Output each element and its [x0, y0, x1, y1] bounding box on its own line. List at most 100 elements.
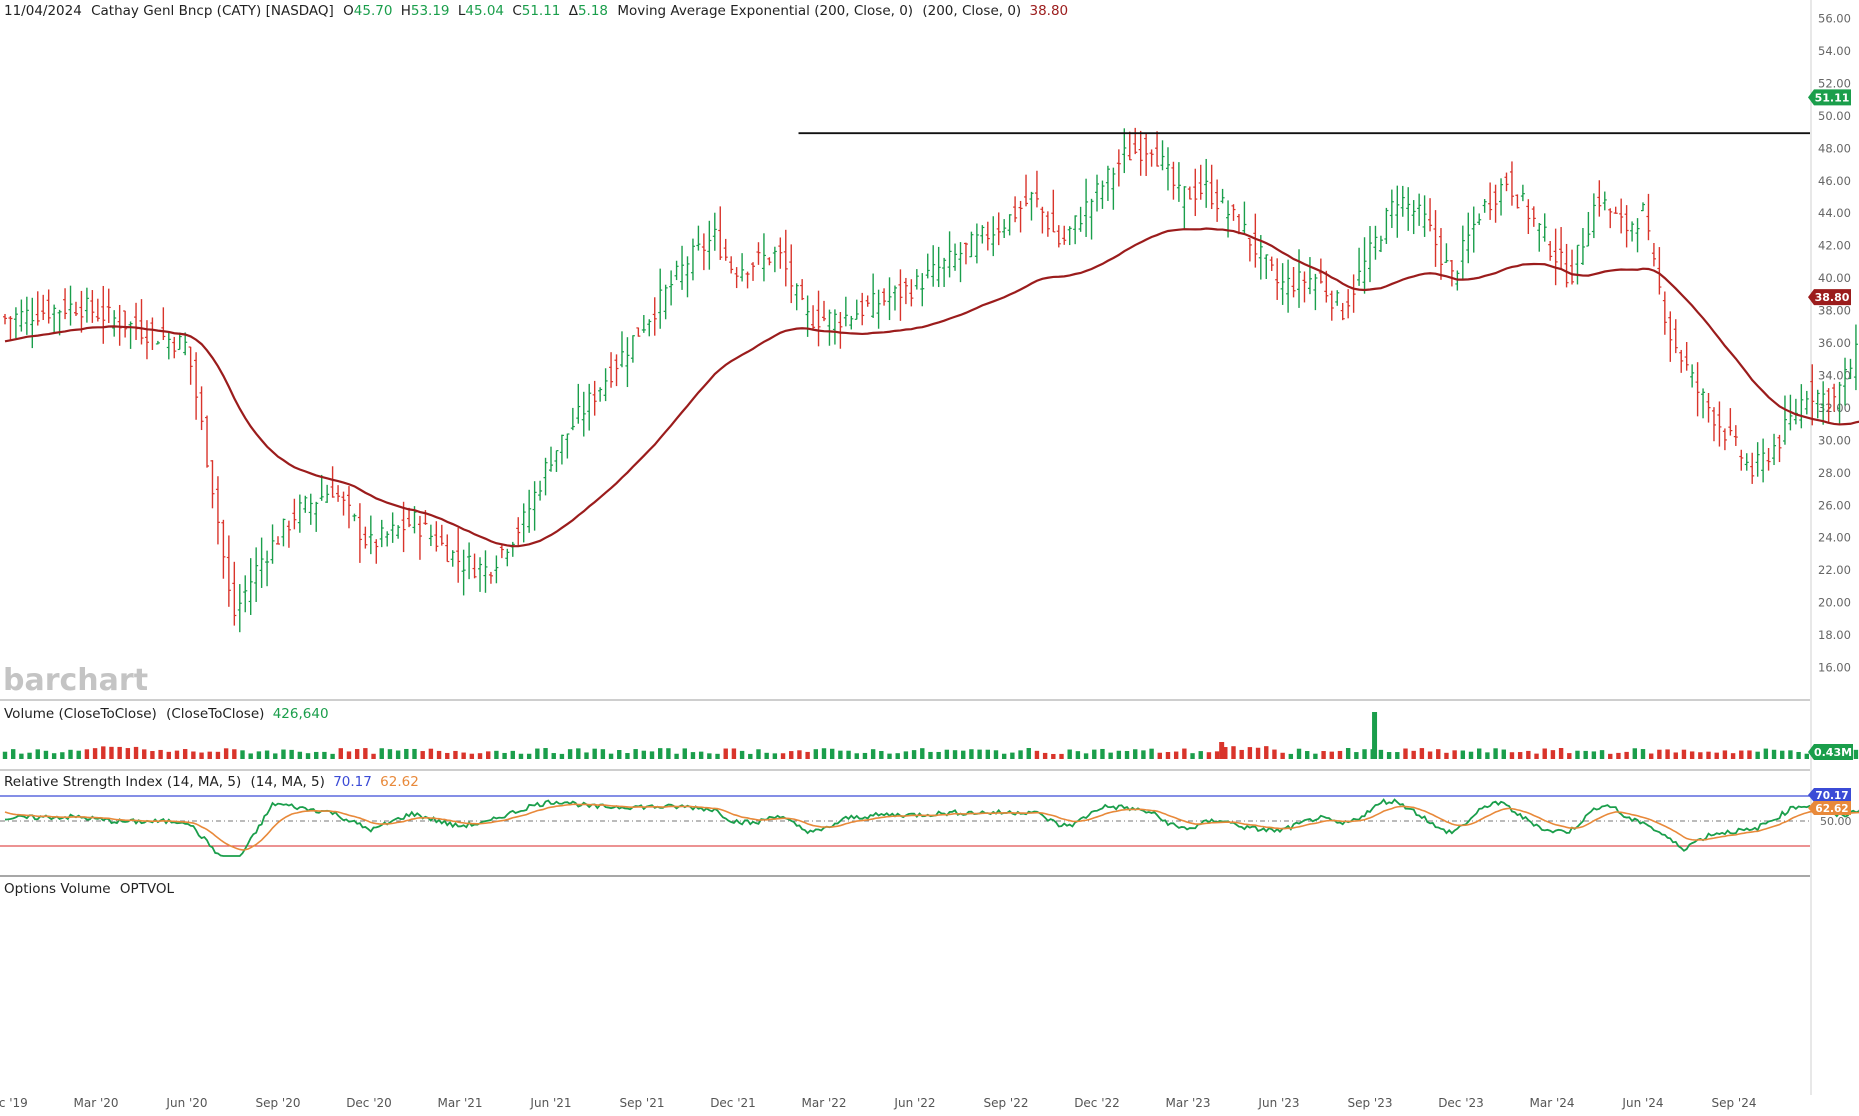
volume-bar — [920, 748, 925, 759]
volume-bar — [723, 748, 728, 759]
volume-bar — [1608, 753, 1613, 759]
volume-bar — [928, 751, 933, 759]
volume-bar — [1567, 753, 1572, 759]
volume-bar — [1517, 752, 1523, 759]
volume-bar — [1534, 753, 1539, 759]
volume-bar — [608, 753, 614, 759]
volume-bar — [789, 751, 794, 759]
volume-bar — [715, 753, 720, 759]
volume-bar — [772, 753, 778, 759]
volume-bar — [1648, 753, 1654, 759]
volume-bar — [1550, 750, 1556, 759]
volume-bar — [985, 749, 990, 759]
volume-bar — [1575, 750, 1580, 759]
volume-bar — [658, 748, 663, 759]
volume-bar — [1788, 750, 1793, 759]
volume-bar — [166, 751, 171, 759]
time-tick-label: Jun '24 — [1621, 1096, 1663, 1110]
volume-bar — [248, 753, 253, 759]
legend-low-label: L — [458, 3, 466, 19]
volume-bar — [1067, 749, 1072, 759]
volume-bar — [1739, 750, 1744, 759]
volume-bar — [199, 752, 204, 759]
volume-bar — [1436, 749, 1441, 759]
price-tick-label: 46.00 — [1818, 174, 1851, 188]
moving-average-badge: 38.80 — [1815, 291, 1850, 304]
volume-bar — [379, 748, 384, 759]
volume-bar — [232, 749, 237, 759]
time-tick-label: Sep '22 — [984, 1096, 1029, 1110]
volume-bar — [1706, 751, 1711, 759]
volume-bar — [76, 750, 81, 759]
volume-bar — [330, 753, 335, 759]
volume-bar — [887, 753, 892, 759]
volume-bar — [1133, 749, 1138, 759]
volume-bar — [1730, 753, 1736, 759]
volume-bar — [1042, 752, 1048, 759]
volume-bar — [289, 749, 294, 759]
volume-bar — [436, 750, 442, 759]
volume-bar — [387, 749, 393, 759]
price-tick-label: 42.00 — [1818, 239, 1851, 253]
time-tick-label: Dec '21 — [710, 1096, 756, 1110]
price-tick-label: 22.00 — [1818, 563, 1851, 577]
price-legend: 11/04/2024 Cathay Genl Bncp (CATY) [NASD… — [4, 3, 1068, 19]
volume-bar — [215, 751, 221, 759]
price-tick-label: 26.00 — [1818, 498, 1851, 512]
price-bars — [3, 127, 1858, 633]
volume-bar — [281, 749, 286, 759]
price-tick-label: 36.00 — [1818, 336, 1851, 350]
volume-bar — [567, 749, 573, 759]
volume-bar — [1247, 747, 1253, 759]
time-tick-label: Mar '22 — [801, 1096, 846, 1110]
volume-bar — [412, 748, 417, 759]
volume-badge: 0.43M — [1814, 746, 1852, 759]
volume-bar — [682, 748, 687, 759]
volume-bar — [273, 753, 278, 759]
volume-bar — [322, 751, 327, 759]
time-tick-label: Sep '24 — [1712, 1096, 1757, 1110]
volume-bar — [1051, 753, 1056, 759]
volume-bar — [1755, 751, 1760, 759]
volume-bar — [477, 753, 483, 759]
volume-bar — [1173, 751, 1179, 759]
volume-bar — [1372, 712, 1378, 759]
volume-bar — [543, 748, 548, 759]
rsi-value-2: 62.62 — [380, 774, 419, 790]
volume-bar — [1411, 750, 1416, 759]
rsi-value-badge-bg — [1808, 788, 1851, 802]
volume-bar — [780, 753, 786, 759]
volume-bar — [1378, 749, 1384, 759]
volume-bar — [1231, 746, 1236, 759]
volume-bar — [977, 749, 982, 759]
legend-ma-label: Moving Average Exponential (200, Close, … — [617, 3, 913, 19]
volume-bar — [641, 750, 647, 759]
price-tick-label: 38.00 — [1818, 304, 1851, 318]
legend-date: 11/04/2024 — [4, 3, 82, 19]
volume-bar — [1219, 742, 1225, 759]
rsi-value-1: 70.17 — [333, 774, 372, 790]
volume-bar — [698, 751, 704, 759]
volume-bar — [51, 753, 57, 759]
volume-bar — [158, 749, 163, 759]
volume-bar — [1493, 748, 1498, 759]
volume-bar — [1362, 749, 1367, 759]
options-legend: Options Volume OPTVOL — [4, 881, 175, 897]
volume-bar — [2, 751, 8, 759]
volume-bar — [338, 748, 343, 759]
volume-bar — [1001, 753, 1007, 759]
volume-bar — [854, 753, 859, 759]
volume-bar — [1239, 749, 1244, 759]
rsi-ma-line — [4, 803, 1859, 851]
volume-bar — [1485, 752, 1490, 759]
volume-bar — [666, 748, 671, 759]
volume-bar — [1149, 748, 1154, 759]
time-tick-label: Mar '20 — [73, 1096, 118, 1110]
volume-bar — [584, 752, 589, 759]
volume-bar — [1796, 751, 1801, 759]
price-tick-label: 44.00 — [1818, 206, 1851, 220]
volume-bar — [1501, 749, 1506, 759]
volume-bar — [125, 748, 131, 759]
